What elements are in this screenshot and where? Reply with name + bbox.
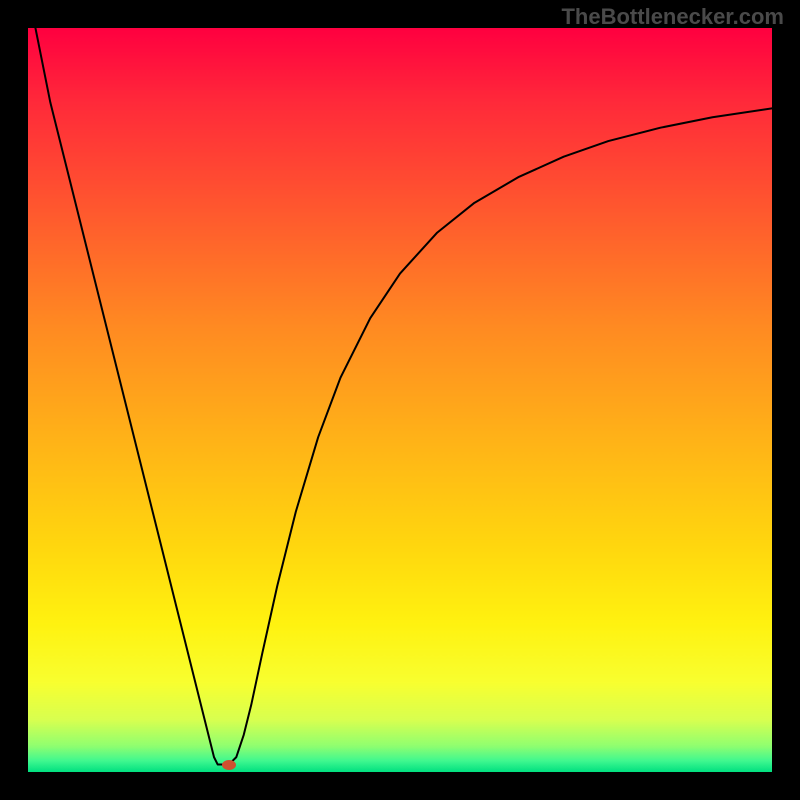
optimal-point-marker	[222, 760, 236, 770]
bottleneck-chart: TheBottlenecker.com	[0, 0, 800, 800]
plot-area	[28, 28, 772, 772]
watermark-text: TheBottlenecker.com	[561, 4, 784, 30]
bottleneck-curve	[35, 28, 772, 765]
curve-svg	[28, 28, 772, 772]
